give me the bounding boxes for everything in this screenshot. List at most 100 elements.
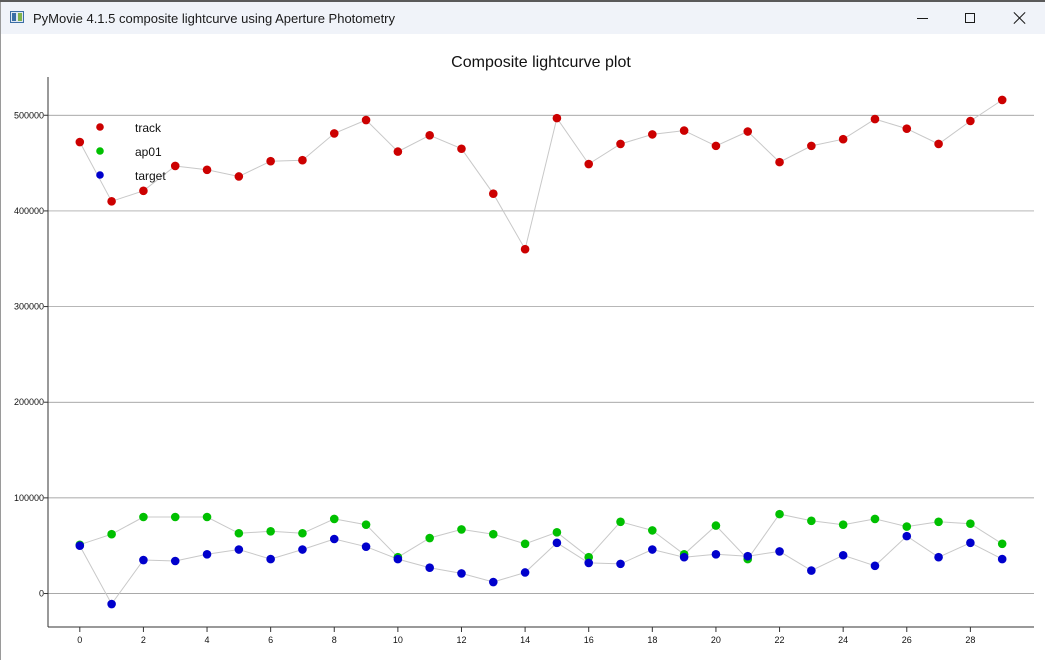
data-point-ap01 [520, 539, 530, 549]
data-point-ap01 [838, 520, 848, 529]
y-tick-label: 400000 [14, 206, 44, 216]
data-point-track [934, 139, 943, 149]
x-tick-label: 6 [268, 635, 273, 645]
data-point-ap01 [266, 527, 275, 536]
data-point-track [393, 147, 403, 156]
data-point-ap01 [934, 517, 943, 527]
data-point-ap01 [997, 539, 1007, 549]
data-point-track [107, 197, 116, 206]
x-tick-label: 22 [775, 635, 785, 645]
data-point-track [266, 156, 275, 166]
data-point-track [584, 159, 594, 169]
data-point-target [966, 538, 975, 548]
data-point-ap01 [648, 526, 657, 535]
y-tick-label: 200000 [14, 397, 44, 407]
data-point-track [870, 114, 880, 124]
chart-title: Composite lightcurve plot [451, 54, 631, 71]
data-point-track [902, 124, 912, 133]
x-tick-label: 2 [141, 635, 146, 645]
maximize-button[interactable] [946, 2, 992, 34]
data-point-target [711, 550, 721, 559]
data-point-track [202, 165, 212, 175]
data-point-track [679, 126, 689, 135]
data-point-target [457, 569, 466, 578]
data-point-target [488, 577, 498, 587]
data-point-track [775, 157, 784, 167]
x-tick-label: 24 [838, 635, 848, 645]
data-point-track [425, 131, 434, 140]
data-point-track [488, 189, 498, 198]
x-tick-label: 12 [456, 635, 466, 645]
data-point-track [807, 141, 816, 151]
minimize-button[interactable] [900, 2, 946, 34]
data-point-track [457, 144, 466, 154]
data-point-ap01 [139, 512, 148, 522]
x-tick-label: 18 [647, 635, 657, 645]
y-tick-label: 100000 [14, 493, 44, 503]
data-point-track [298, 155, 307, 165]
data-point-ap01 [711, 521, 721, 530]
legend-marker-track [96, 123, 104, 131]
series-line-track [79, 99, 1003, 251]
data-point-track [838, 134, 848, 144]
data-point-track [743, 127, 753, 136]
data-point-track [616, 139, 625, 149]
data-point-ap01 [552, 528, 562, 537]
maximize-icon [965, 13, 975, 23]
data-point-track [997, 95, 1007, 105]
title-bar[interactable]: PyMovie 4.1.5 composite lightcurve using… [1, 2, 1045, 34]
data-point-track [139, 186, 148, 196]
data-point-ap01 [870, 514, 880, 524]
data-point-ap01 [775, 509, 784, 519]
data-point-track [648, 130, 657, 139]
data-point-track [711, 141, 721, 151]
data-point-target [679, 552, 689, 562]
data-point-target [648, 545, 657, 554]
data-point-target [107, 599, 116, 609]
data-point-ap01 [329, 514, 339, 524]
data-point-target [616, 559, 625, 569]
data-point-target [139, 555, 148, 565]
data-point-ap01 [298, 528, 307, 538]
app-icon [10, 11, 24, 23]
x-tick-label: 8 [332, 635, 337, 645]
minimize-icon [917, 18, 928, 19]
data-point-target [329, 534, 339, 544]
data-point-target [361, 542, 371, 551]
data-point-ap01 [966, 519, 975, 528]
data-point-target [743, 551, 753, 561]
data-point-ap01 [234, 528, 244, 538]
data-point-ap01 [107, 529, 116, 539]
y-tick-label: 300000 [14, 302, 44, 312]
data-point-ap01 [616, 517, 625, 527]
data-point-target [298, 545, 307, 554]
x-tick-label: 26 [902, 635, 912, 645]
data-point-target [234, 545, 244, 554]
legend: track ap01 target [96, 121, 166, 183]
data-point-target [552, 538, 562, 548]
data-point-track [552, 113, 562, 123]
data-point-target [170, 556, 180, 566]
data-point-ap01 [457, 525, 466, 534]
legend-label-ap01: ap01 [135, 145, 162, 159]
x-tick-label: 16 [584, 635, 594, 645]
data-point-target [266, 554, 275, 564]
x-tick-label: 20 [711, 635, 721, 645]
legend-marker-target [96, 171, 104, 179]
x-tick-label: 0 [77, 635, 82, 645]
data-point-ap01 [425, 533, 434, 543]
data-point-track [520, 244, 530, 254]
data-point-target [75, 541, 85, 550]
data-point-track [234, 172, 244, 181]
data-point-target [520, 568, 530, 577]
data-point-target [807, 566, 816, 575]
data-point-ap01 [170, 512, 180, 522]
data-point-track [966, 116, 975, 126]
data-point-ap01 [488, 529, 498, 539]
data-point-target [775, 547, 784, 556]
data-point-target [393, 554, 403, 564]
data-point-target [425, 563, 434, 572]
data-point-target [584, 558, 594, 568]
